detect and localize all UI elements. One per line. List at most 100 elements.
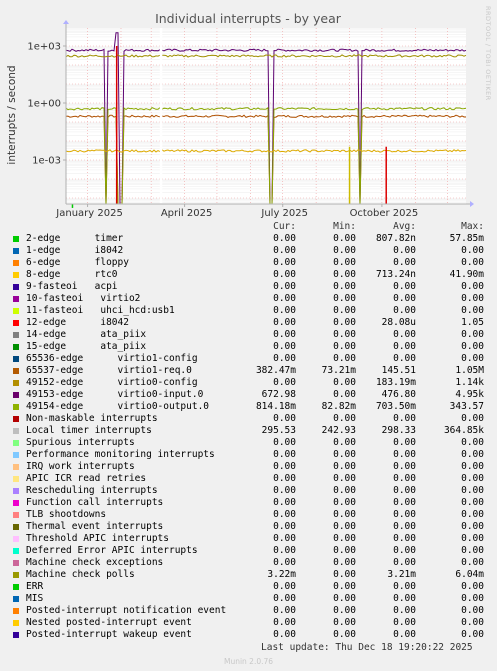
legend-series-name: Rescheduling interrupts bbox=[26, 485, 158, 496]
series-line bbox=[65, 149, 467, 153]
legend-swatch bbox=[13, 536, 19, 542]
legend-value-cur: 0.00 bbox=[273, 305, 296, 316]
legend-row: IRQ work interrupts 0.00 0.00 0.00 0.00 bbox=[12, 461, 488, 473]
legend-row: Posted-interrupt notification event 0.00 0… bbox=[12, 605, 488, 617]
legend-row: Non-maskable interrupts 0.00 0.00 0.00 0.00 bbox=[12, 413, 488, 425]
legend-row: 65537-edge virtio1-req.0 382.47m 73.21m 145… bbox=[12, 365, 488, 377]
legend-value-min: 0.00 bbox=[333, 437, 356, 448]
legend-header: Cur: Min: Avg: Max: bbox=[12, 221, 488, 233]
legend-value-min: 0.00 bbox=[333, 245, 356, 256]
legend-value-avg: 0.00 bbox=[393, 353, 416, 364]
legend-value-avg: 0.00 bbox=[393, 605, 416, 616]
legend-value-max: 0.00 bbox=[461, 341, 484, 352]
legend-series-name: 14-edge ata_piix bbox=[26, 329, 147, 340]
y-tick-label: 1e+03 bbox=[27, 42, 61, 53]
legend-value-cur: 0.00 bbox=[273, 317, 296, 328]
legend: Cur: Min: Avg: Max: 2-edge timer 0.00 0.00… bbox=[12, 221, 488, 641]
legend-swatch bbox=[13, 392, 19, 398]
x-tick-label: January 2025 bbox=[55, 208, 123, 219]
legend-value-max: 0.00 bbox=[461, 473, 484, 484]
legend-value-avg: 0.00 bbox=[393, 305, 416, 316]
legend-value-avg: 0.00 bbox=[393, 629, 416, 640]
legend-value-min: 0.00 bbox=[333, 497, 356, 508]
legend-value-max: 0.00 bbox=[461, 245, 484, 256]
y-tick-label: 1e-03 bbox=[32, 156, 61, 167]
legend-swatch bbox=[13, 524, 19, 530]
legend-value-cur: 0.00 bbox=[273, 269, 296, 280]
legend-value-max: 0.00 bbox=[461, 521, 484, 532]
legend-row: Nested posted-interrupt event 0.00 0.00 0.0… bbox=[12, 617, 488, 629]
legend-value-avg: 0.00 bbox=[393, 257, 416, 268]
legend-value-min: 0.00 bbox=[333, 449, 356, 460]
legend-series-name: 1-edge i8042 bbox=[26, 245, 124, 256]
legend-header-cur: Cur: bbox=[273, 221, 296, 232]
y-axis-label: interrupts / second bbox=[6, 65, 18, 164]
legend-value-max: 0.00 bbox=[461, 449, 484, 460]
legend-swatch bbox=[13, 332, 19, 338]
legend-value-avg: 0.00 bbox=[393, 413, 416, 424]
legend-rows: 2-edge timer 0.00 0.00 807.82n 57.85m 1-edge … bbox=[12, 233, 488, 641]
legend-value-cur: 295.53 bbox=[261, 425, 296, 436]
legend-series-name: 8-edge rtc0 bbox=[26, 269, 118, 280]
legend-value-max: 0.00 bbox=[461, 413, 484, 424]
legend-row: Machine check polls 3.22m 0.00 3.21m 6.04m bbox=[12, 569, 488, 581]
legend-value-max: 0.00 bbox=[461, 281, 484, 292]
legend-value-avg: 713.24n bbox=[375, 269, 416, 280]
legend-series-name: 65536-edge virtio1-config bbox=[26, 353, 198, 364]
y-axis-arrow bbox=[63, 20, 69, 24]
legend-value-cur: 0.00 bbox=[273, 353, 296, 364]
legend-value-cur: 0.00 bbox=[273, 485, 296, 496]
series-line bbox=[65, 114, 466, 205]
legend-swatch bbox=[13, 584, 19, 590]
legend-value-cur: 0.00 bbox=[273, 233, 296, 244]
legend-value-min: 82.82m bbox=[321, 401, 356, 412]
legend-row: 1-edge i8042 0.00 0.00 0.00 0.00 bbox=[12, 245, 488, 257]
legend-value-max: 0.00 bbox=[461, 257, 484, 268]
legend-row: ERR 0.00 0.00 0.00 0.00 bbox=[12, 581, 488, 593]
legend-value-avg: 298.33 bbox=[381, 425, 416, 436]
legend-value-cur: 0.00 bbox=[273, 593, 296, 604]
legend-value-min: 0.00 bbox=[333, 581, 356, 592]
legend-series-name: Non-maskable interrupts bbox=[26, 413, 158, 424]
legend-value-cur: 0.00 bbox=[273, 521, 296, 532]
legend-value-avg: 703.50m bbox=[375, 401, 416, 412]
legend-row: 12-edge i8042 0.00 0.00 28.08u 1.05 bbox=[12, 317, 488, 329]
legend-series-name: 49154-edge virtio0-output.0 bbox=[26, 401, 210, 412]
legend-value-min: 0.00 bbox=[333, 305, 356, 316]
legend-swatch bbox=[13, 608, 19, 614]
legend-value-max: 0.00 bbox=[461, 305, 484, 316]
legend-swatch bbox=[13, 236, 19, 242]
legend-value-cur: 382.47m bbox=[255, 365, 296, 376]
legend-series-name: ERR bbox=[26, 581, 44, 592]
legend-row: 49154-edge virtio0-output.0 814.18m 82.82m… bbox=[12, 401, 488, 413]
legend-value-cur: 0.00 bbox=[273, 533, 296, 544]
legend-series-name: TLB shootdowns bbox=[26, 509, 107, 520]
legend-value-min: 0.00 bbox=[333, 533, 356, 544]
legend-value-avg: 0.00 bbox=[393, 497, 416, 508]
series-line bbox=[65, 54, 467, 58]
series-line bbox=[65, 106, 467, 205]
legend-value-avg: 3.21m bbox=[387, 569, 416, 580]
legend-swatch bbox=[13, 632, 19, 638]
legend-series-name: 15-edge ata_piix bbox=[26, 341, 147, 352]
legend-value-max: 41.90m bbox=[449, 269, 484, 280]
legend-row: 15-edge ata_piix 0.00 0.00 0.00 0.00 bbox=[12, 341, 488, 353]
legend-value-max: 0.00 bbox=[461, 533, 484, 544]
legend-value-max: 0.00 bbox=[461, 461, 484, 472]
legend-row: 49153-edge virtio0-input.0 672.98 0.00 476.… bbox=[12, 389, 488, 401]
legend-row: Threshold APIC interrupts 0.00 0.00 0.00 0.0… bbox=[12, 533, 488, 545]
legend-value-min: 0.00 bbox=[333, 317, 356, 328]
legend-swatch bbox=[13, 464, 19, 470]
legend-row: Performance monitoring interrupts 0.00 0.0… bbox=[12, 449, 488, 461]
legend-series-name: 49152-edge virtio0-config bbox=[26, 377, 198, 388]
legend-swatch bbox=[13, 284, 19, 290]
legend-swatch bbox=[13, 572, 19, 578]
legend-series-name: Deferred Error APIC interrupts bbox=[26, 545, 198, 556]
legend-swatch bbox=[13, 308, 19, 314]
legend-value-avg: 0.00 bbox=[393, 449, 416, 460]
legend-value-min: 0.00 bbox=[333, 485, 356, 496]
legend-swatch bbox=[13, 476, 19, 482]
legend-value-cur: 0.00 bbox=[273, 245, 296, 256]
legend-row: Posted-interrupt wakeup event 0.00 0.00 0.0… bbox=[12, 629, 488, 641]
legend-series-name: Local timer interrupts bbox=[26, 425, 152, 436]
